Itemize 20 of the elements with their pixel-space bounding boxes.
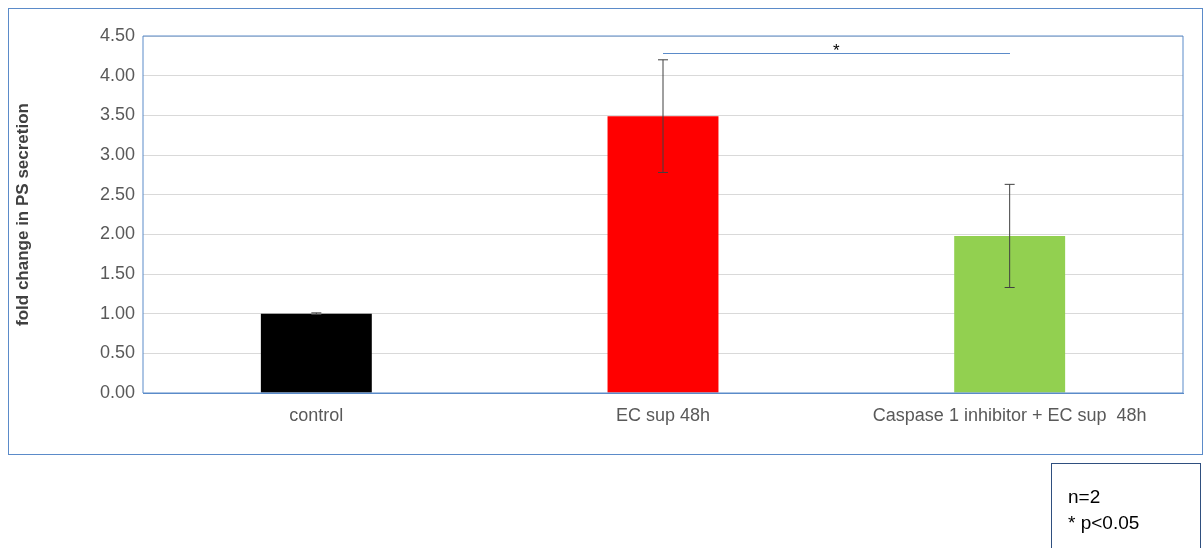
y-tick-label: 0.00	[99, 381, 135, 402]
bar	[954, 235, 1066, 393]
bar	[607, 116, 719, 393]
bar	[260, 313, 372, 393]
y-tick-label: 2.00	[99, 223, 135, 244]
y-tick-label: 1.50	[99, 262, 135, 283]
x-tick-label: Caspase 1 inhibitor + EC sup 48h	[872, 404, 1147, 425]
text: * p<0.05	[1068, 511, 1141, 535]
x-tick-label: control	[289, 404, 344, 425]
y-tick-label: 3.00	[99, 143, 135, 164]
text: n=2	[1068, 485, 1102, 509]
y-axis-title: fold change in PS secretion	[12, 103, 32, 326]
y-tick-label: 0.50	[99, 342, 135, 363]
y-tick-label: 3.50	[99, 104, 135, 125]
y-tick-label: 4.50	[99, 24, 135, 45]
y-tick-label: 2.50	[99, 183, 135, 204]
annotation: *	[833, 40, 840, 61]
x-tick-label: EC sup 48h	[615, 404, 711, 425]
y-tick-label: 4.00	[99, 64, 135, 85]
y-tick-label: 1.00	[99, 302, 135, 323]
